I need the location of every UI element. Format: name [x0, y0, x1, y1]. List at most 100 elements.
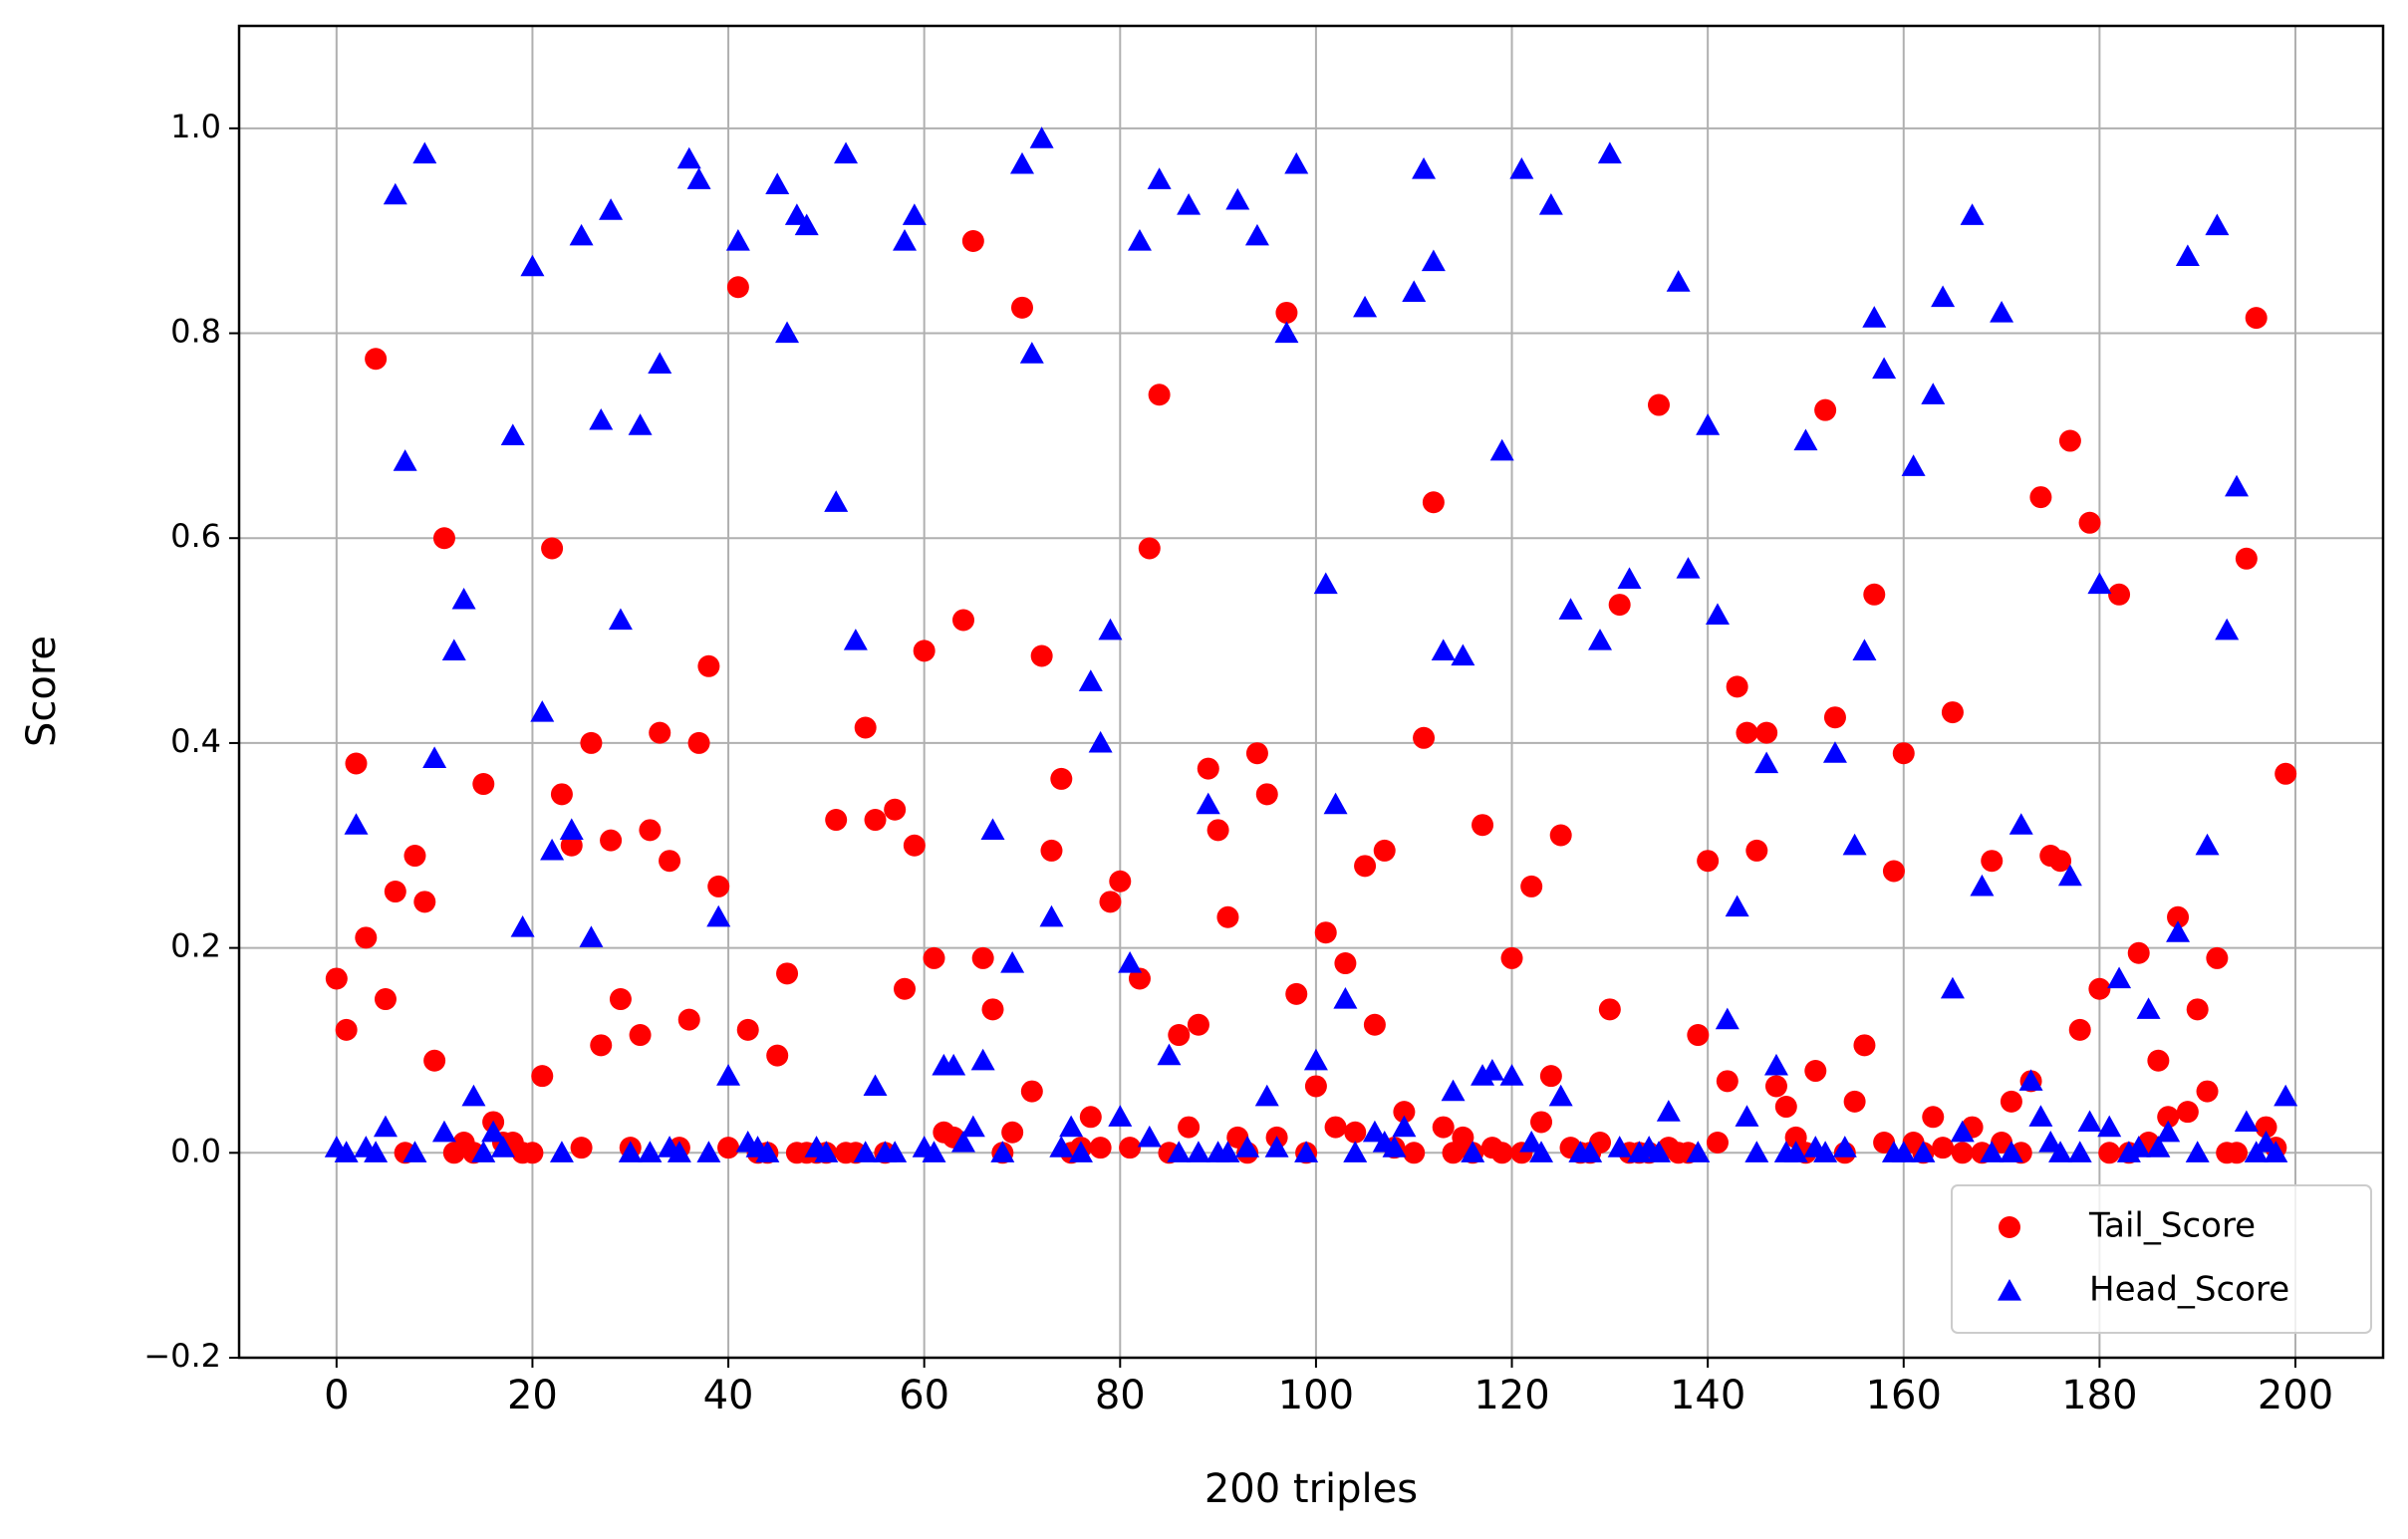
point	[2195, 833, 2220, 856]
point	[1646, 1141, 1671, 1162]
point	[1763, 1053, 1788, 1076]
point	[1197, 757, 1219, 780]
point	[2235, 547, 2258, 570]
point	[1089, 1137, 1112, 1159]
point	[1970, 874, 1995, 897]
x-tick-label: 200	[2258, 1373, 2333, 1418]
point	[1911, 1141, 1936, 1162]
point	[659, 850, 681, 873]
point	[2127, 941, 2150, 964]
point	[686, 167, 711, 189]
x-tick-label: 180	[2061, 1373, 2137, 1418]
point	[1725, 895, 1749, 917]
point	[922, 1141, 946, 1162]
point	[1558, 598, 1583, 620]
point	[560, 834, 583, 857]
x-axis-label: 200 triples	[1204, 1466, 1418, 1512]
point	[1608, 594, 1631, 617]
point	[1039, 904, 1064, 927]
point	[1891, 1141, 1916, 1162]
point	[1697, 850, 1720, 873]
point	[1716, 1070, 1739, 1093]
point	[569, 223, 594, 246]
point	[1872, 357, 1897, 380]
point	[579, 925, 604, 947]
point	[1882, 860, 1905, 883]
point	[1403, 1142, 1426, 1164]
point	[1607, 1136, 1632, 1157]
point	[608, 608, 633, 631]
point	[716, 1064, 741, 1086]
point	[902, 203, 927, 225]
x-tick-label: 120	[1473, 1373, 1549, 1418]
point	[2038, 1131, 2063, 1153]
point	[1148, 384, 1171, 406]
point	[784, 203, 809, 225]
point	[1354, 855, 1377, 878]
point	[648, 352, 672, 374]
point	[609, 988, 632, 1011]
point	[423, 1049, 446, 1072]
point	[980, 818, 1005, 840]
point	[1981, 850, 2004, 873]
point	[403, 845, 426, 868]
point	[1412, 156, 1437, 179]
point	[725, 228, 750, 251]
point	[990, 1141, 1015, 1162]
point	[1255, 783, 1278, 806]
point	[1050, 767, 1073, 790]
point	[1225, 187, 1250, 210]
point	[952, 609, 975, 632]
point	[2018, 1069, 2043, 1091]
point	[383, 182, 407, 205]
point	[1598, 998, 1621, 1021]
legend-label: Head_Score	[2089, 1270, 2289, 1310]
point	[374, 988, 397, 1011]
point	[687, 731, 710, 754]
point	[1186, 1141, 1210, 1162]
point	[1873, 1132, 1896, 1154]
point	[2157, 1106, 2180, 1129]
point	[384, 881, 406, 903]
point	[1441, 1079, 1466, 1102]
point	[1029, 127, 1054, 148]
point	[325, 967, 348, 990]
point	[1009, 151, 1034, 174]
point	[2166, 920, 2191, 942]
point	[441, 639, 466, 660]
point	[864, 809, 887, 832]
point	[589, 407, 614, 430]
point	[412, 141, 437, 164]
point	[1764, 1075, 1787, 1098]
point	[981, 998, 1004, 1021]
point	[961, 229, 984, 252]
point	[1931, 285, 1956, 308]
point	[1548, 1084, 1573, 1107]
point	[490, 1136, 515, 1157]
point	[1588, 629, 1613, 650]
point	[884, 798, 907, 821]
point	[1705, 603, 1730, 625]
point	[1921, 383, 1946, 404]
point	[2098, 1142, 2121, 1164]
point	[913, 640, 936, 662]
point	[2176, 1101, 2199, 1124]
point	[1079, 1106, 1102, 1129]
point	[2028, 1105, 2053, 1127]
point	[1656, 1100, 1681, 1122]
point	[1589, 1132, 1612, 1154]
point	[1509, 156, 1534, 179]
point	[843, 629, 868, 650]
point	[736, 1018, 759, 1041]
x-tick-label: 140	[1670, 1373, 1745, 1418]
point	[1715, 1007, 1739, 1030]
point	[1814, 398, 1837, 421]
point	[717, 1137, 740, 1159]
point	[1980, 1141, 2005, 1162]
point	[1392, 1115, 1417, 1138]
point	[941, 1053, 966, 1076]
y-tick-label: −0.2	[143, 1337, 221, 1375]
point	[1235, 1136, 1260, 1157]
x-tick-label: 40	[703, 1373, 754, 1418]
point	[1696, 413, 1721, 435]
